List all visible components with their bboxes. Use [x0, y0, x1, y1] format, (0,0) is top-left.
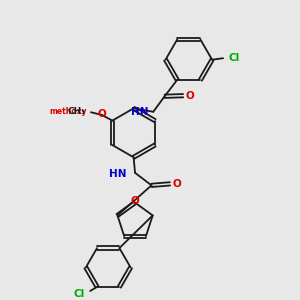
Text: methoxy: methoxy: [50, 107, 87, 116]
Text: Cl: Cl: [73, 289, 85, 299]
Text: HN: HN: [131, 107, 149, 117]
Text: Cl: Cl: [228, 53, 239, 63]
Text: O: O: [131, 196, 140, 206]
Text: O: O: [185, 91, 194, 101]
Text: HN: HN: [109, 169, 127, 179]
Text: CH₃: CH₃: [68, 107, 86, 116]
Text: O: O: [97, 109, 106, 119]
Text: O: O: [172, 179, 181, 189]
